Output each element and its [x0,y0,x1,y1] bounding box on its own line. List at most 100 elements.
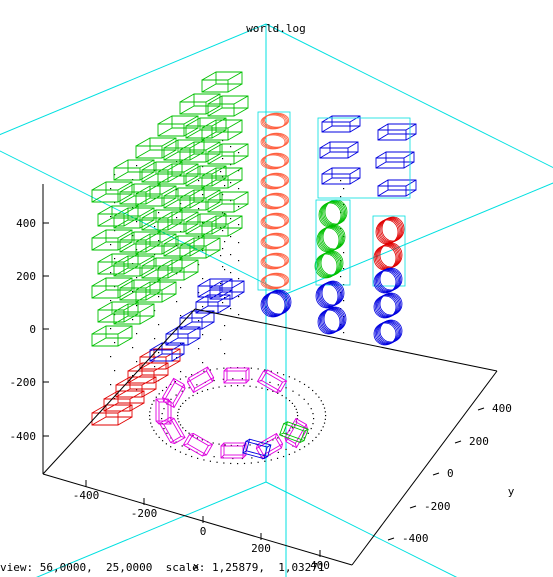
data-point [230,218,232,220]
data-point [178,408,180,410]
data-point [295,421,297,423]
data-point [158,324,160,326]
data-point [110,272,112,274]
data-point [110,384,112,386]
data-point [202,334,204,336]
data-point [299,448,301,451]
data-point [220,283,222,285]
data-point [312,423,314,425]
data-point [161,440,164,442]
data-point [292,390,294,392]
data-point [177,418,179,420]
data-point [192,435,194,437]
data-point [222,194,224,196]
data-point [176,301,178,303]
data-point [324,411,326,413]
green-brick [201,71,243,93]
data-point [202,194,204,196]
salmon-column-segment [260,252,290,270]
data-point [218,386,220,388]
data-point [188,387,190,389]
data-point [176,245,178,247]
data-point [340,260,342,262]
data-point [110,328,112,330]
data-point [255,386,257,388]
z-tick-label: 400 [16,217,36,230]
green-brick [157,163,199,185]
data-point [201,390,203,392]
blue-ring-brick [242,438,272,460]
data-point [155,396,157,398]
data-point [174,448,176,451]
data-point [180,315,182,317]
data-point [180,343,182,345]
data-point [243,385,245,387]
blue-coil [315,280,345,309]
data-point [197,457,199,459]
data-point [154,226,156,228]
y-tick-mark [432,472,440,476]
data-point [272,390,274,392]
salmon-column-segment [260,212,290,230]
base-axes [42,184,498,566]
red-brick [139,348,181,370]
salmon-column-segment [260,112,290,130]
data-point [176,189,178,191]
data-point [320,429,322,432]
data-point [238,206,240,208]
data-point [277,437,279,439]
data-point [303,383,306,386]
green-brick [163,187,205,209]
data-point [343,332,345,334]
view-values: 56,0000, 25,0000 [39,561,153,574]
data-point [251,378,253,380]
data-point [196,384,198,386]
data-point [237,463,239,465]
green-brick [157,115,199,137]
data-point [202,222,204,224]
data-point [163,408,165,410]
data-point [136,361,138,363]
data-point [165,386,168,388]
data-point [238,260,240,262]
data-point [340,196,342,198]
magenta-brick [182,432,214,457]
box-edge [265,23,553,169]
data-point [154,338,156,340]
data-point [272,439,274,441]
data-point [151,403,153,405]
view-label: view: [0,561,34,574]
blue-grid-brick [377,179,417,197]
data-point [154,366,156,368]
data-point [198,320,200,322]
green-brick [185,117,227,139]
data-point [230,308,232,310]
data-point [224,325,226,327]
data-point [136,249,138,251]
data-point [288,453,290,456]
data-point [150,407,152,409]
blue-grid-brick [321,167,361,185]
data-point [294,378,296,380]
data-point [222,212,224,214]
data-point [216,368,218,370]
data-point [161,412,163,415]
data-point [238,224,240,226]
x-tick-label: 0 [200,525,207,538]
data-point [298,394,300,396]
data-point [230,164,232,166]
y-tick-mark [454,440,462,444]
blue-grid-brick [321,115,361,133]
blue-grid-brick [319,141,359,159]
data-point [343,252,345,254]
data-point [343,268,345,270]
data-point [285,448,287,451]
data-point [343,188,345,190]
green-brick [97,253,139,275]
data-point [324,418,326,420]
data-point [276,457,279,459]
data-point [222,302,224,304]
data-point [209,369,212,371]
data-point [277,451,279,453]
data-point [132,375,134,377]
